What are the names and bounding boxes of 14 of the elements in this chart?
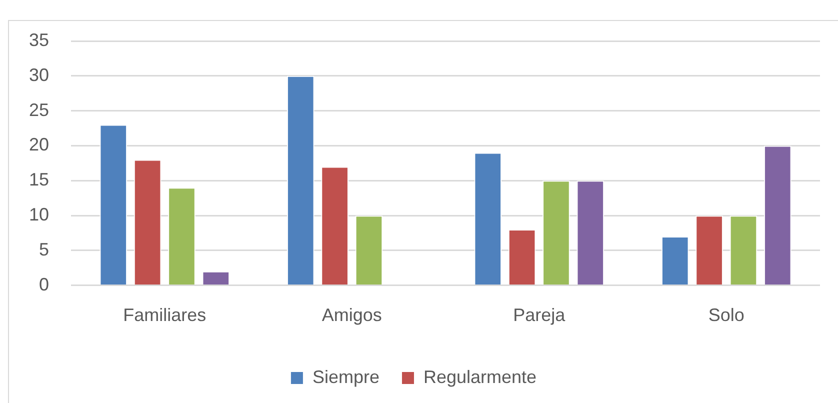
y-tick-label: 20 (28, 134, 50, 155)
y-tick-label: 25 (28, 100, 50, 120)
x-tick-label: Solo (708, 305, 744, 326)
x-tick-label: Familiares (123, 305, 206, 326)
y-tick-label: 0 (39, 274, 50, 294)
x-tick-label: Pareja (513, 305, 566, 326)
y-tick-label: 15 (28, 170, 50, 190)
y-tick-label: 35 (28, 30, 50, 50)
y-tick-label: 30 (28, 64, 50, 85)
y-tick-label: 10 (28, 204, 50, 225)
legend-label: Regularmente (423, 366, 537, 387)
legend-label: Siempre (312, 366, 380, 387)
y-tick-label: 5 (39, 239, 50, 260)
x-tick-label: Amigos (322, 305, 382, 326)
